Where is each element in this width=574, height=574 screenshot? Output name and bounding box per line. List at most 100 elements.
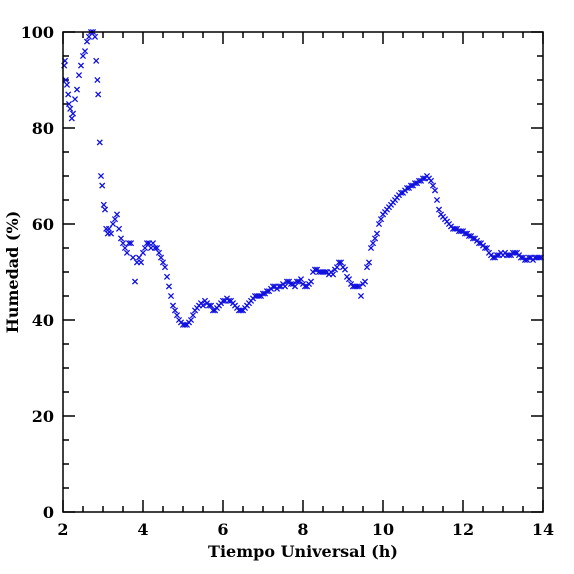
data-point	[475, 240, 483, 247]
data-point	[167, 292, 175, 300]
data-point	[493, 252, 501, 259]
data-points	[61, 28, 545, 328]
data-point	[275, 283, 283, 290]
x-axis-title: Tiempo Universal (h)	[208, 542, 398, 561]
data-point	[297, 276, 305, 283]
data-point	[65, 91, 72, 98]
data-point	[205, 302, 213, 309]
y-tick-label: 80	[32, 119, 54, 138]
data-point	[415, 177, 423, 184]
y-tick-label: 60	[32, 215, 54, 234]
plot-frame	[62, 31, 544, 513]
data-point	[337, 259, 345, 266]
data-point	[281, 283, 289, 290]
data-point	[115, 225, 123, 232]
data-point	[375, 220, 383, 228]
data-point	[435, 206, 443, 213]
data-point	[157, 254, 165, 261]
data-point	[129, 254, 137, 261]
data-point	[301, 283, 309, 290]
data-point	[125, 240, 133, 247]
data-point	[433, 196, 441, 204]
data-point	[111, 216, 119, 223]
data-point	[525, 254, 533, 261]
data-point	[94, 76, 101, 84]
data-point	[79, 52, 87, 60]
data-point	[505, 252, 513, 259]
data-point	[411, 180, 419, 187]
data-point	[149, 240, 157, 247]
data-point	[91, 33, 99, 40]
data-point	[113, 211, 121, 218]
data-point	[431, 187, 439, 194]
data-point	[511, 249, 519, 256]
data-point	[457, 228, 465, 235]
data-point	[535, 254, 543, 261]
data-point	[81, 48, 89, 55]
data-point	[161, 264, 169, 271]
data-point	[105, 225, 113, 232]
x-tick-label: 14	[532, 520, 554, 539]
x-tick-label: 2	[57, 520, 68, 539]
data-point	[95, 91, 102, 98]
data-point	[369, 240, 377, 247]
data-point	[65, 100, 73, 108]
data-point	[139, 249, 147, 256]
data-point	[209, 307, 217, 314]
data-point	[397, 189, 405, 196]
data-point	[371, 235, 379, 242]
data-point	[307, 278, 315, 285]
data-point	[155, 249, 163, 256]
data-point	[63, 81, 71, 88]
data-point	[96, 139, 103, 146]
data-point	[283, 278, 291, 285]
data-point	[363, 264, 371, 271]
data-point	[293, 278, 301, 285]
data-point	[521, 256, 529, 264]
data-point	[69, 110, 77, 117]
data-point	[171, 307, 179, 314]
data-point	[85, 33, 93, 40]
data-point	[403, 184, 411, 192]
data-point	[173, 312, 181, 319]
data-point	[367, 244, 375, 252]
data-point	[101, 206, 109, 213]
data-point	[341, 266, 349, 273]
x-tick-label: 6	[217, 520, 228, 539]
data-point	[117, 235, 125, 242]
data-point	[311, 266, 319, 273]
data-point	[83, 38, 91, 45]
data-point	[451, 225, 459, 232]
data-point	[127, 240, 135, 247]
x-tick-label: 10	[372, 520, 394, 539]
data-point	[77, 62, 85, 69]
data-point	[321, 268, 329, 276]
data-point	[407, 182, 415, 189]
data-point	[481, 244, 489, 252]
x-tick-marks	[62, 32, 544, 512]
data-point	[429, 182, 437, 189]
data-point	[93, 57, 100, 64]
data-point	[153, 244, 161, 252]
data-point	[329, 271, 337, 278]
data-point	[365, 259, 373, 266]
data-point	[237, 307, 245, 314]
data-point	[123, 249, 131, 256]
data-point	[99, 182, 106, 189]
data-point	[68, 115, 75, 122]
data-point	[121, 244, 129, 252]
data-point	[137, 259, 145, 266]
data-point	[255, 292, 263, 300]
data-point	[159, 259, 167, 266]
data-point	[361, 278, 369, 285]
data-point	[225, 297, 233, 304]
data-point	[71, 96, 79, 103]
data-point	[333, 264, 341, 271]
data-point	[469, 235, 477, 242]
data-point	[135, 254, 143, 261]
data-point	[199, 302, 207, 309]
data-point	[73, 86, 81, 93]
y-tick-marks	[63, 31, 543, 513]
data-point	[373, 230, 381, 237]
